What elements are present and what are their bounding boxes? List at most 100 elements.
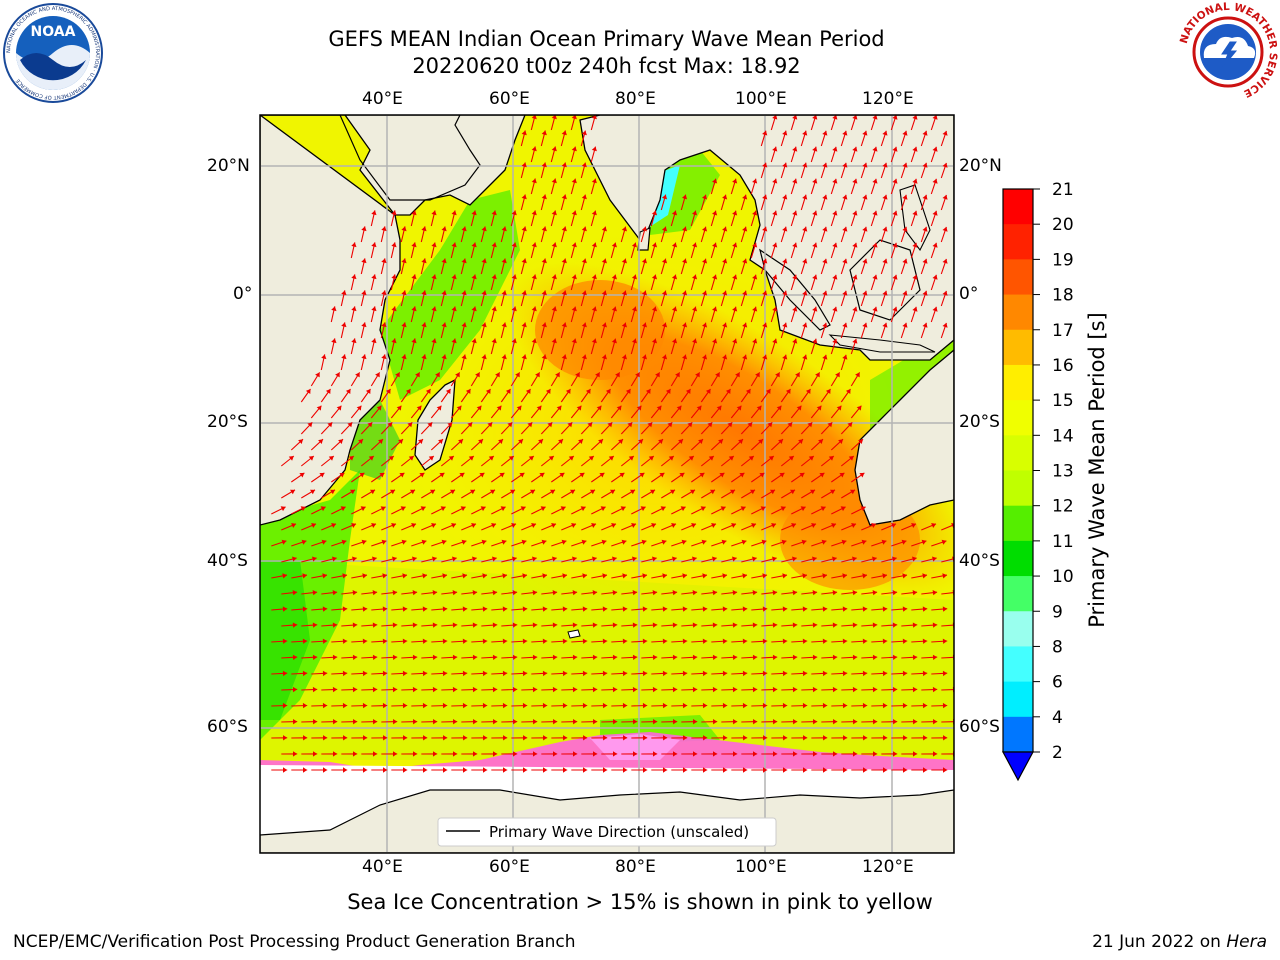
wave-arrow-head — [872, 622, 878, 628]
colorbar-level-11-12 — [1003, 505, 1033, 542]
wave-arrow-head — [682, 606, 688, 612]
wave-arrow-head — [772, 556, 777, 562]
wave-arrow-head — [842, 670, 848, 677]
wave-arrow-head — [331, 306, 337, 312]
wave-arrow-head — [412, 686, 418, 693]
wave-arrow-head — [496, 405, 502, 411]
footer-branch: NCEP/EMC/Verification Post Processing Pr… — [13, 932, 576, 952]
wave-arrow-head — [852, 556, 857, 562]
wave-arrow-head — [392, 686, 398, 693]
wave-arrow-head — [802, 670, 808, 677]
wave-arrow-head — [692, 210, 698, 216]
land-borneo — [849, 239, 921, 321]
wave-arrow-head — [912, 274, 918, 280]
wave-arrow-head — [481, 539, 487, 545]
wave-arrow-head — [518, 439, 523, 444]
wave-arrow-head — [682, 290, 688, 296]
wave-arrow-head — [722, 290, 728, 296]
wave-arrow-head — [912, 178, 918, 184]
wave-arrow-head — [792, 686, 798, 693]
wave-arrow-head — [601, 539, 607, 545]
wave-arrow-head — [402, 702, 408, 709]
wave-arrow-head — [312, 590, 318, 596]
wave-arrow-head — [351, 523, 356, 528]
wave-arrow-head — [341, 539, 347, 545]
wave-arrow-head — [752, 590, 758, 596]
wave-arrow-head — [692, 590, 698, 596]
lon-tick-top-100e: 100°E — [735, 89, 787, 109]
wave-arrow-head — [372, 686, 378, 693]
wave-arrow-head — [782, 606, 788, 612]
wave-arrow-head — [820, 506, 826, 512]
wave-arrow-head — [361, 290, 367, 296]
wave-arrow-head — [832, 622, 838, 628]
wave-arrow-head — [825, 389, 831, 394]
wave-arrow-head — [642, 638, 648, 644]
wave-arrow-head — [582, 573, 587, 579]
wave-arrow-head — [622, 638, 628, 644]
wave-arrow-head — [671, 210, 678, 216]
wave-arrow-head — [320, 506, 326, 512]
wave-arrow-head — [641, 290, 647, 296]
wave-arrow-head — [722, 194, 728, 200]
wave-arrow-head — [679, 472, 685, 478]
wave-arrow-head — [552, 556, 557, 562]
wave-arrow-head — [883, 767, 888, 773]
wave-arrow-head — [540, 506, 546, 512]
wave-arrow-head — [611, 338, 617, 344]
wave-arrow-head — [618, 439, 623, 444]
wave-arrow-head — [591, 523, 596, 528]
wave-arrow-head — [571, 146, 577, 152]
wave-arrow-head — [500, 506, 506, 512]
wave-arrow-head — [612, 686, 618, 693]
wave-arrow-head — [512, 622, 518, 628]
wave-arrow-head — [460, 506, 466, 512]
wave-arrow-head — [842, 354, 848, 360]
wave-arrow-head — [565, 389, 571, 394]
wave-arrow-head — [290, 489, 295, 495]
wave-arrow-head — [391, 306, 397, 312]
wave-arrow-head — [912, 210, 918, 216]
wave-arrow-head — [576, 405, 582, 411]
wave-arrow-head — [633, 719, 638, 725]
wave-arrow-head — [742, 573, 747, 579]
wave-arrow-head — [572, 686, 578, 693]
wave-arrow-head — [772, 115, 778, 120]
wave-arrow-head — [933, 719, 938, 725]
wave-arrow-head — [303, 735, 308, 741]
wave-arrow-head — [932, 178, 938, 184]
wave-arrow-head — [862, 702, 868, 709]
wave-arrow-shaft — [941, 558, 954, 563]
wave-arrow-head — [693, 751, 698, 757]
wave-arrow-head — [902, 130, 908, 136]
wave-arrow-head — [453, 751, 458, 757]
wave-arrow-head — [862, 638, 868, 644]
wave-arrow-head — [942, 226, 948, 232]
wave-arrow-head — [433, 751, 438, 757]
wave-arrow-head — [323, 767, 328, 773]
wave-arrow-head — [461, 290, 467, 296]
lat-tick-right-0: 0° — [959, 284, 979, 304]
wave-arrow-head — [542, 670, 548, 677]
wave-arrow-head — [872, 146, 878, 152]
wave-arrow-head — [672, 590, 678, 596]
wave-arrow-head — [452, 654, 458, 660]
wave-arrow-head — [862, 258, 868, 264]
wave-arrow-head — [752, 338, 758, 344]
wave-arrow-head — [551, 178, 557, 184]
wave-arrow-head — [755, 372, 760, 378]
wave-arrow-head — [332, 556, 337, 562]
wave-arrow-head — [802, 702, 808, 709]
wave-arrow-head — [421, 354, 427, 360]
wave-arrow-head — [892, 654, 898, 660]
wave-arrow-head — [682, 354, 688, 360]
wave-arrow-head — [813, 719, 818, 725]
wave-arrow-head — [332, 622, 338, 628]
wave-arrow-head — [772, 306, 778, 312]
wave-arrow-head — [402, 573, 407, 579]
wave-arrow-head — [922, 606, 928, 612]
wave-arrow-head — [602, 606, 608, 612]
wave-arrow-head — [848, 456, 854, 461]
wave-arrow-head — [391, 274, 397, 280]
wave-arrow-head — [522, 638, 528, 644]
